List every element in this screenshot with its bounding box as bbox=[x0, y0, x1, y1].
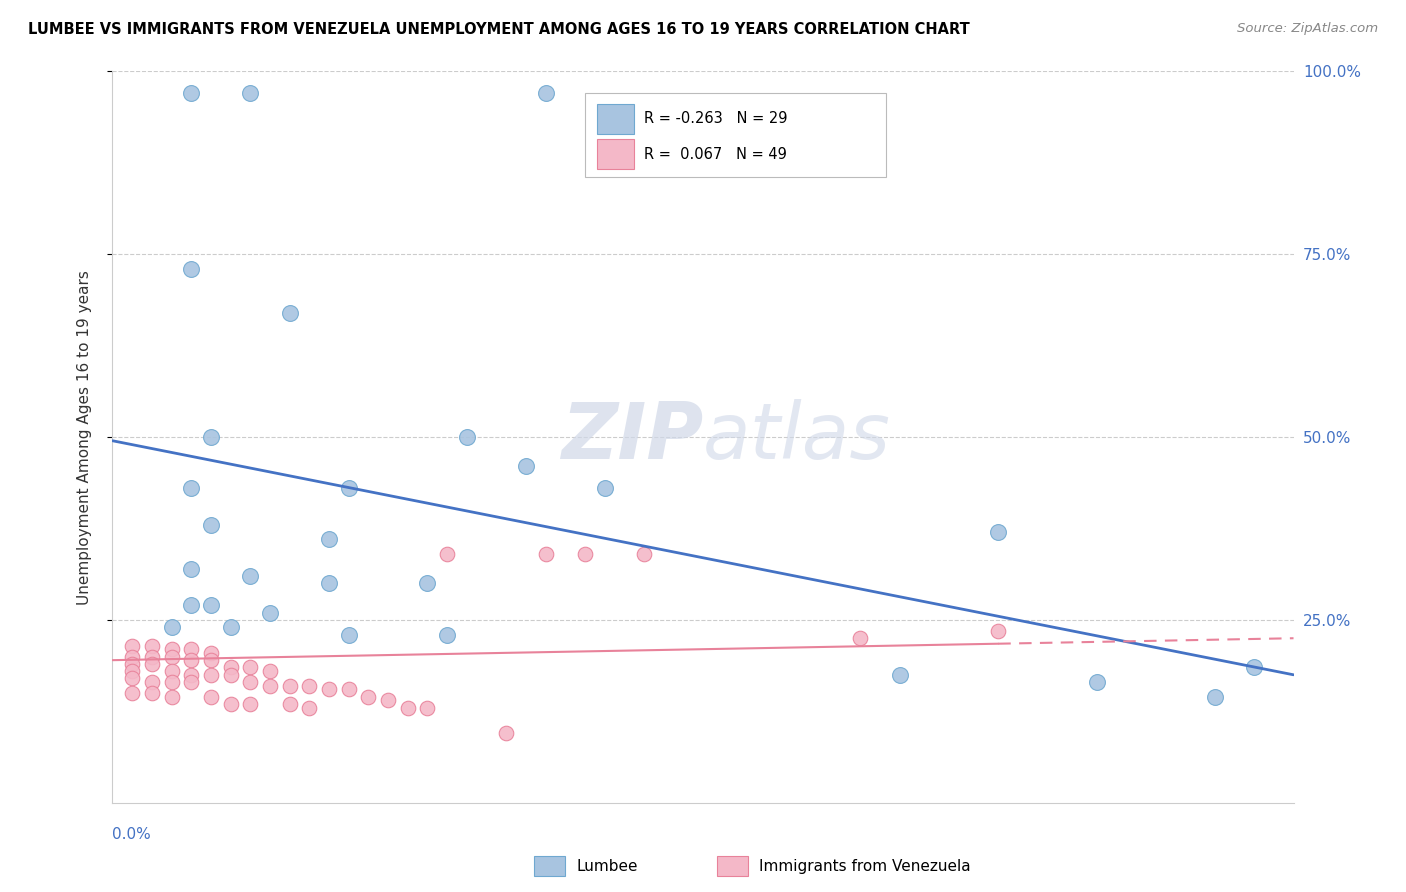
Point bbox=[200, 599, 222, 613]
Point bbox=[121, 664, 143, 678]
Point bbox=[121, 639, 143, 653]
Point bbox=[318, 682, 340, 697]
Point bbox=[141, 649, 163, 664]
Point bbox=[278, 306, 301, 320]
Point bbox=[456, 430, 478, 444]
Point bbox=[337, 627, 360, 641]
Point bbox=[160, 620, 183, 634]
Text: atlas: atlas bbox=[703, 399, 891, 475]
Point bbox=[180, 667, 202, 681]
Point bbox=[436, 547, 458, 561]
Point bbox=[180, 599, 202, 613]
Text: ZIP: ZIP bbox=[561, 399, 703, 475]
Point bbox=[219, 667, 242, 681]
Point bbox=[298, 700, 321, 714]
Point bbox=[298, 679, 321, 693]
Point bbox=[1085, 675, 1108, 690]
Point bbox=[318, 533, 340, 547]
Point bbox=[357, 690, 380, 704]
Point bbox=[160, 690, 183, 704]
Text: 0.0%: 0.0% bbox=[112, 828, 152, 842]
Point bbox=[180, 642, 202, 657]
Text: R =  0.067   N = 49: R = 0.067 N = 49 bbox=[644, 146, 787, 161]
Point bbox=[160, 642, 183, 657]
Point bbox=[318, 576, 340, 591]
Point bbox=[121, 686, 143, 700]
Point bbox=[121, 657, 143, 671]
Point bbox=[141, 686, 163, 700]
Point bbox=[416, 700, 439, 714]
Point bbox=[436, 627, 458, 641]
Point bbox=[141, 657, 163, 671]
Point bbox=[987, 624, 1010, 638]
Point bbox=[278, 697, 301, 711]
Point bbox=[239, 675, 262, 690]
Point bbox=[180, 653, 202, 667]
Point bbox=[160, 664, 183, 678]
Point bbox=[180, 481, 202, 495]
Bar bbox=[596, 104, 634, 134]
Point bbox=[987, 525, 1010, 540]
Point bbox=[1243, 660, 1265, 674]
Point bbox=[121, 672, 143, 686]
Point bbox=[278, 679, 301, 693]
Bar bbox=[596, 139, 634, 169]
Point bbox=[239, 87, 262, 101]
Point bbox=[849, 632, 872, 646]
Point bbox=[396, 700, 419, 714]
Point bbox=[515, 459, 537, 474]
Point bbox=[200, 690, 222, 704]
Point bbox=[200, 653, 222, 667]
Point bbox=[180, 562, 202, 576]
Point bbox=[259, 606, 281, 620]
Point bbox=[200, 517, 222, 532]
Point bbox=[259, 679, 281, 693]
Text: Source: ZipAtlas.com: Source: ZipAtlas.com bbox=[1237, 22, 1378, 36]
Point bbox=[200, 430, 222, 444]
Point bbox=[141, 639, 163, 653]
Point bbox=[141, 675, 163, 690]
Point bbox=[160, 649, 183, 664]
Point bbox=[416, 576, 439, 591]
Point bbox=[633, 547, 655, 561]
Point bbox=[239, 697, 262, 711]
Point bbox=[121, 649, 143, 664]
FancyBboxPatch shape bbox=[585, 94, 886, 178]
Text: Lumbee: Lumbee bbox=[576, 859, 638, 873]
Point bbox=[1204, 690, 1226, 704]
Point bbox=[534, 87, 557, 101]
Point bbox=[534, 547, 557, 561]
Point bbox=[160, 675, 183, 690]
Point bbox=[337, 481, 360, 495]
Point bbox=[200, 667, 222, 681]
Point bbox=[259, 664, 281, 678]
Point bbox=[219, 620, 242, 634]
Point bbox=[180, 87, 202, 101]
Point bbox=[239, 660, 262, 674]
Point bbox=[180, 675, 202, 690]
Point bbox=[495, 726, 517, 740]
Point bbox=[889, 667, 911, 681]
Point bbox=[180, 261, 202, 276]
Point bbox=[219, 660, 242, 674]
Point bbox=[200, 646, 222, 660]
Point bbox=[219, 697, 242, 711]
Text: R = -0.263   N = 29: R = -0.263 N = 29 bbox=[644, 112, 787, 127]
Point bbox=[337, 682, 360, 697]
Text: LUMBEE VS IMMIGRANTS FROM VENEZUELA UNEMPLOYMENT AMONG AGES 16 TO 19 YEARS CORRE: LUMBEE VS IMMIGRANTS FROM VENEZUELA UNEM… bbox=[28, 22, 970, 37]
Point bbox=[574, 547, 596, 561]
Point bbox=[377, 693, 399, 707]
Text: Immigrants from Venezuela: Immigrants from Venezuela bbox=[759, 859, 972, 873]
Point bbox=[239, 569, 262, 583]
Point bbox=[593, 481, 616, 495]
Y-axis label: Unemployment Among Ages 16 to 19 years: Unemployment Among Ages 16 to 19 years bbox=[77, 269, 91, 605]
